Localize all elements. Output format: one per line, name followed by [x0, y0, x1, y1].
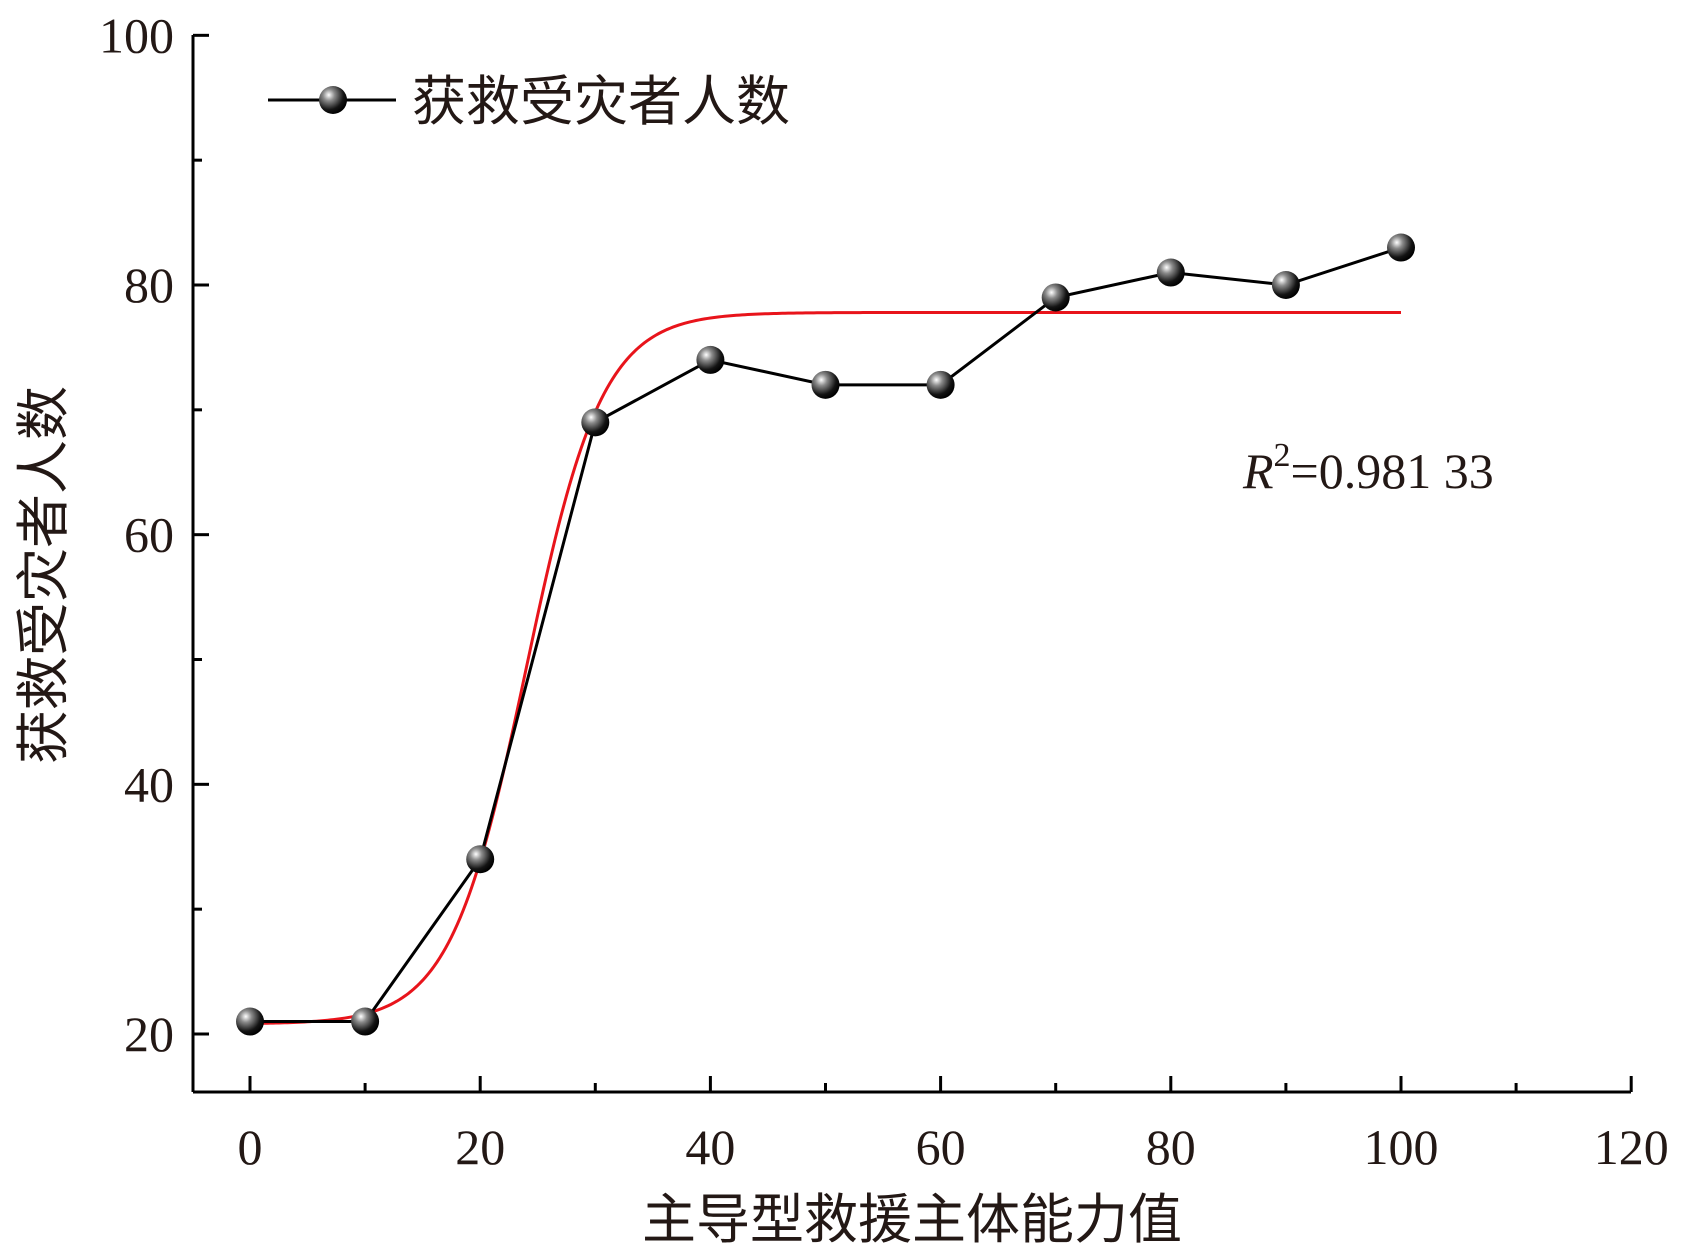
data-point	[236, 1007, 264, 1036]
data-point	[1387, 233, 1415, 262]
r-squared-superscript: 2	[1274, 437, 1291, 474]
y-axis-title: 获救受灾者人数	[12, 386, 75, 764]
x-axis-title: 主导型救援主体能力值	[642, 1188, 1182, 1249]
series-markers	[236, 233, 1415, 1036]
r-squared-annotation: R2=0.981 33	[1242, 437, 1494, 499]
y-ticks	[193, 33, 209, 1036]
series-line	[250, 246, 1402, 1024]
data-point	[351, 1007, 380, 1036]
data-point	[1156, 258, 1185, 287]
data-point	[466, 845, 495, 874]
x-tick-label: 60	[916, 1119, 966, 1175]
y-tick-label: 100	[99, 7, 174, 63]
y-tick-label: 20	[124, 1006, 174, 1062]
y-tick-labels: 20 40 60 80 100	[99, 7, 174, 1062]
x-tick-label: 100	[1364, 1119, 1439, 1175]
r-squared-symbol: R	[1242, 443, 1274, 499]
data-point	[1271, 271, 1300, 299]
y-tick-label: 60	[124, 507, 174, 563]
legend-label: 获救受灾者人数	[412, 70, 790, 133]
x-tick-labels: 0 20 40 60 80 100 120	[238, 1119, 1669, 1175]
fit-curve	[249, 310, 1401, 1026]
legend: 获救受灾者人数	[268, 70, 790, 133]
x-tick-label: 20	[455, 1119, 505, 1175]
x-tick-label: 40	[685, 1119, 735, 1175]
data-point	[926, 370, 955, 399]
data-point	[811, 370, 840, 399]
x-ticks	[248, 1076, 1633, 1092]
y-tick-label: 40	[124, 756, 174, 812]
data-point	[1041, 283, 1070, 312]
legend-marker	[319, 86, 347, 114]
y-tick-label: 80	[124, 257, 174, 313]
x-tick-label: 0	[238, 1119, 263, 1175]
data-point	[696, 345, 725, 374]
x-tick-label: 80	[1146, 1119, 1196, 1175]
r-squared-value: =0.981 33	[1291, 443, 1494, 499]
x-tick-label: 120	[1594, 1119, 1669, 1175]
data-point	[581, 408, 610, 437]
axes	[191, 35, 1631, 1094]
